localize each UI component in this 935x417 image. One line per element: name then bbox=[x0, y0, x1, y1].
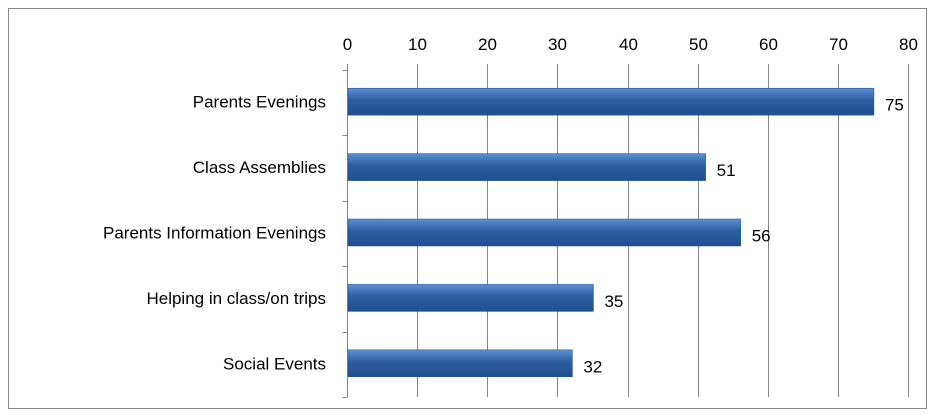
data-label: 51 bbox=[717, 161, 736, 180]
data-label: 35 bbox=[604, 292, 623, 311]
category-label: Class Assemblies bbox=[193, 158, 326, 177]
category-label: Helping in class/on trips bbox=[146, 289, 326, 308]
bar bbox=[347, 218, 741, 247]
x-tick-labels: 0 10 20 30 40 50 60 70 80 bbox=[343, 35, 918, 54]
bars bbox=[347, 87, 875, 378]
data-label: 75 bbox=[885, 96, 904, 115]
category-label: Parents Information Evenings bbox=[103, 224, 326, 243]
bar bbox=[347, 87, 875, 116]
bar bbox=[347, 153, 706, 181]
x-tick-label: 40 bbox=[619, 35, 638, 54]
category-labels: Parents Evenings Class Assemblies Parents … bbox=[103, 93, 326, 374]
bar bbox=[347, 349, 573, 378]
data-label: 32 bbox=[583, 357, 602, 376]
data-label: 56 bbox=[752, 227, 771, 246]
category-label: Social Events bbox=[223, 354, 326, 373]
x-tick-label: 0 bbox=[343, 35, 352, 54]
x-tick-label: 80 bbox=[899, 35, 918, 54]
x-tick-label: 20 bbox=[478, 35, 497, 54]
x-tick-label: 60 bbox=[759, 35, 778, 54]
x-tick-label: 10 bbox=[408, 35, 427, 54]
chart-frame bbox=[8, 8, 927, 409]
bar bbox=[347, 284, 594, 312]
axes bbox=[342, 70, 348, 398]
category-label: Parents Evenings bbox=[193, 93, 326, 112]
data-labels: 75 51 56 35 32 bbox=[583, 96, 903, 377]
x-tick-label: 70 bbox=[829, 35, 848, 54]
x-tick-label: 30 bbox=[548, 35, 567, 54]
x-tick-label: 50 bbox=[689, 35, 708, 54]
